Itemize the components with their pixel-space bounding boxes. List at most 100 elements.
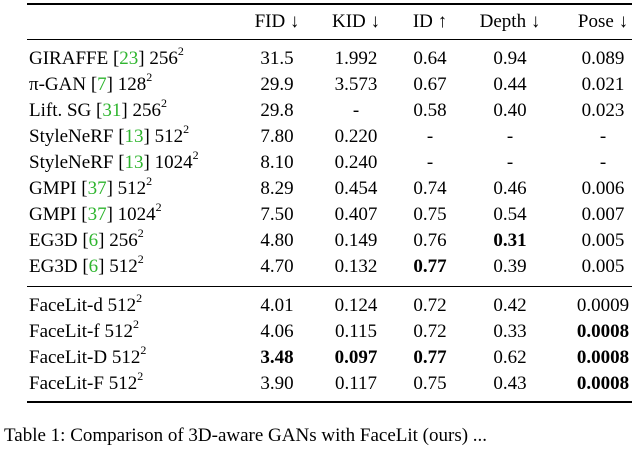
fid-value: 29.9 (260, 74, 294, 95)
kid-value: 0.132 (334, 256, 378, 277)
table-row: FaceLit-f 5122 4.06 0.115 0.72 0.33 0.00… (0, 316, 632, 345)
header-kid: KID ↓ (331, 11, 381, 32)
depth-value: 0.94 (493, 48, 527, 69)
method-name: FaceLit-F 5122 (29, 368, 144, 394)
method-name: Lift. SG [31] 2562 (29, 95, 167, 121)
pose-value: 0.0009 (576, 295, 630, 316)
fid-value: 8.29 (260, 178, 294, 199)
method-name: GMPI [37] 10242 (29, 199, 162, 225)
kid-value: - (352, 100, 360, 121)
pose-value: 0.005 (581, 256, 625, 277)
kid-value: 0.149 (334, 230, 378, 251)
method-name: EG3D [6] 2562 (29, 225, 144, 251)
id-value: - (426, 152, 434, 173)
table-caption: Table 1: Comparison of 3D-aware GANs wit… (4, 425, 488, 446)
kid-value: 0.240 (334, 152, 378, 173)
kid-value: 0.454 (334, 178, 378, 199)
id-value: 0.72 (413, 321, 447, 342)
id-value: 0.67 (413, 74, 447, 95)
table-row: FaceLit-D 5122 3.48 0.097 0.77 0.62 0.00… (0, 342, 632, 371)
depth-value: 0.42 (493, 295, 527, 316)
table-row: FaceLit-F 5122 3.90 0.117 0.75 0.43 0.00… (0, 368, 632, 397)
pose-value: - (599, 152, 607, 173)
method-name: GIRAFFE [23] 2562 (29, 43, 184, 69)
header-pose: Pose ↓ (577, 11, 629, 32)
method-name: EG3D [6] 5122 (29, 251, 144, 277)
pose-value: 0.006 (581, 178, 625, 199)
id-value: 0.74 (413, 178, 447, 199)
fid-value: 31.5 (260, 48, 294, 69)
depth-value: 0.54 (493, 204, 527, 225)
id-value: 0.77 (413, 347, 447, 368)
bottom-rule (27, 401, 632, 403)
depth-value: 0.31 (493, 230, 527, 251)
method-name: StyleNeRF [13] 5122 (29, 121, 190, 147)
kid-value: 0.115 (334, 321, 378, 342)
table-row: FaceLit-d 5122 4.01 0.124 0.72 0.42 0.00… (0, 290, 632, 319)
kid-value: 3.573 (334, 74, 378, 95)
kid-value: 0.117 (334, 373, 378, 394)
header-row: FID ↓ KID ↓ ID ↑ Depth ↓ Pose ↓ (0, 9, 632, 35)
method-name: FaceLit-f 5122 (29, 316, 139, 342)
table-row: Lift. SG [31] 2562 29.8 - 0.58 0.40 0.02… (0, 95, 632, 124)
fid-value: 4.06 (260, 321, 294, 342)
fid-value: 7.50 (260, 204, 294, 225)
depth-value: 0.44 (493, 74, 527, 95)
id-value: 0.77 (413, 256, 447, 277)
header-id: ID ↑ (412, 11, 448, 32)
pose-value: 0.089 (581, 48, 625, 69)
kid-value: 0.097 (334, 347, 378, 368)
top-rule (27, 3, 632, 5)
method-name: GMPI [37] 5122 (29, 173, 153, 199)
id-value: 0.76 (413, 230, 447, 251)
header-depth: Depth ↓ (479, 11, 541, 32)
pose-value: - (599, 126, 607, 147)
depth-value: 0.39 (493, 256, 527, 277)
depth-value: 0.40 (493, 100, 527, 121)
id-value: 0.75 (413, 204, 447, 225)
method-name: FaceLit-d 5122 (29, 290, 143, 316)
depth-value: 0.62 (493, 347, 527, 368)
kid-value: 0.220 (334, 126, 378, 147)
table-row: GMPI [37] 10242 7.50 0.407 0.75 0.54 0.0… (0, 199, 632, 228)
header-fid: FID ↓ (254, 11, 300, 32)
depth-value: 0.43 (493, 373, 527, 394)
pose-value: 0.021 (581, 74, 625, 95)
method-name: StyleNeRF [13] 10242 (29, 147, 199, 173)
id-value: - (426, 126, 434, 147)
fid-value: 4.01 (260, 295, 294, 316)
table-row: EG3D [6] 2562 4.80 0.149 0.76 0.31 0.005 (0, 225, 632, 254)
fid-value: 29.8 (260, 100, 294, 121)
table-row: StyleNeRF [13] 5122 7.80 0.220 - - - (0, 121, 632, 150)
table-row: π-GAN [7] 1282 29.9 3.573 0.67 0.44 0.02… (0, 69, 632, 98)
pose-value: 0.007 (581, 204, 625, 225)
depth-value: 0.46 (493, 178, 527, 199)
table-row: GIRAFFE [23] 2562 31.5 1.992 0.64 0.94 0… (0, 43, 632, 72)
header-rule (27, 39, 632, 40)
table-row: GMPI [37] 5122 8.29 0.454 0.74 0.46 0.00… (0, 173, 632, 202)
fid-value: 4.80 (260, 230, 294, 251)
id-value: 0.58 (413, 100, 447, 121)
section-rule (27, 286, 632, 287)
method-name: FaceLit-D 5122 (29, 342, 147, 368)
pose-value: 0.0008 (576, 321, 630, 342)
table-row: StyleNeRF [13] 10242 8.10 0.240 - - - (0, 147, 632, 176)
depth-value: - (506, 126, 514, 147)
pose-value: 0.0008 (576, 347, 630, 368)
fid-value: 3.90 (260, 373, 294, 394)
id-value: 0.72 (413, 295, 447, 316)
kid-value: 1.992 (334, 48, 378, 69)
fid-value: 4.70 (260, 256, 294, 277)
table-row: EG3D [6] 5122 4.70 0.132 0.77 0.39 0.005 (0, 251, 632, 280)
kid-value: 0.407 (334, 204, 378, 225)
depth-value: - (506, 152, 514, 173)
id-value: 0.75 (413, 373, 447, 394)
fid-value: 8.10 (260, 152, 294, 173)
fid-value: 3.48 (260, 347, 294, 368)
fid-value: 7.80 (260, 126, 294, 147)
id-value: 0.64 (413, 48, 447, 69)
method-name: π-GAN [7] 1282 (29, 69, 153, 95)
pose-value: 0.0008 (576, 373, 630, 394)
pose-value: 0.023 (581, 100, 625, 121)
kid-value: 0.124 (334, 295, 378, 316)
